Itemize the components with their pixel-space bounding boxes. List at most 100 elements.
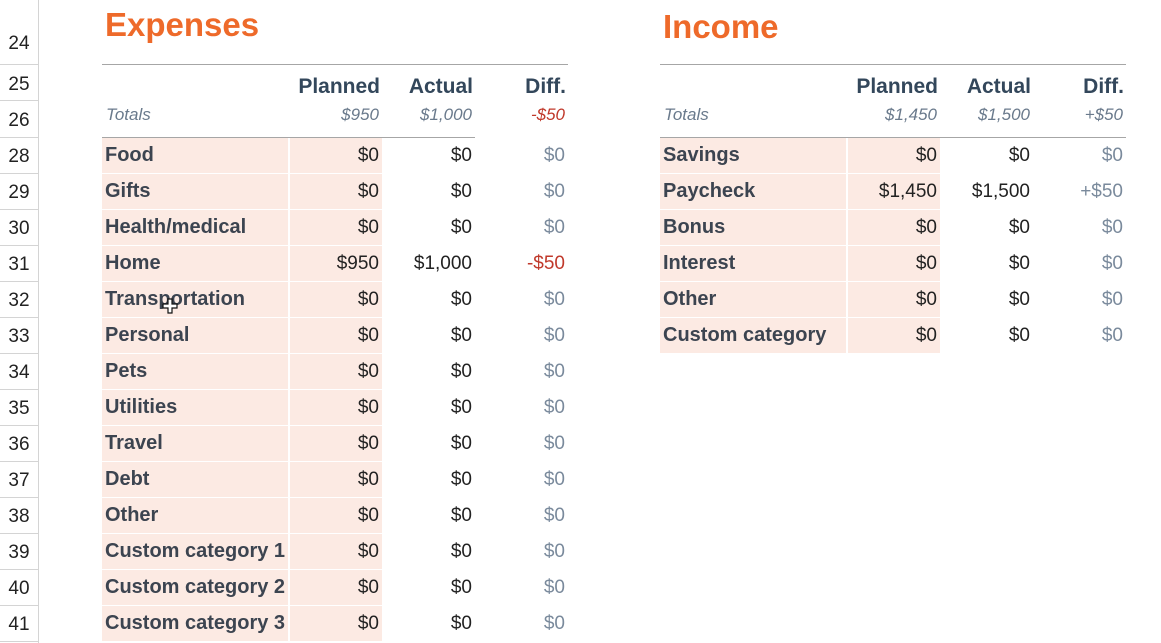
expenses-row-name[interactable]: Custom category 3: [105, 612, 286, 634]
expenses-row-planned[interactable]: $0: [357, 577, 379, 598]
expenses-row-actual[interactable]: $1,000: [413, 253, 472, 274]
row-number[interactable]: 26: [8, 110, 30, 131]
expenses-row-actual[interactable]: $0: [450, 145, 472, 166]
expenses-row-name[interactable]: Debt: [105, 468, 150, 490]
row-number[interactable]: 31: [8, 254, 30, 275]
row-number[interactable]: 28: [8, 146, 30, 167]
income-row-planned[interactable]: $0: [915, 289, 937, 310]
expenses-row-diff: $0: [543, 469, 565, 490]
expenses-row-actual[interactable]: $0: [450, 325, 472, 346]
expenses-row-name[interactable]: Custom category 1: [105, 540, 286, 562]
row-number[interactable]: 38: [8, 506, 30, 527]
income-row-name[interactable]: Bonus: [663, 216, 726, 238]
income-row-actual[interactable]: $0: [1008, 253, 1030, 274]
income-totals-actual: $1,500: [978, 105, 1030, 124]
expenses-row-planned[interactable]: $0: [357, 433, 379, 454]
row-header-column: 24 25 26 28 29 30 31 32 33 34 35 36 37 38 39 40 41: [0, 0, 39, 643]
income-row-planned[interactable]: $0: [915, 325, 937, 346]
expenses-row-name[interactable]: Utilities: [105, 396, 178, 418]
expenses-row-name[interactable]: Gifts: [105, 180, 151, 202]
expenses-row-planned[interactable]: $0: [357, 613, 379, 634]
expenses-row-planned[interactable]: $0: [357, 505, 379, 526]
expenses-row-actual[interactable]: $0: [450, 577, 472, 598]
expenses-row-name[interactable]: Travel: [105, 432, 163, 454]
income-row-planned[interactable]: $1,450: [878, 181, 937, 202]
expenses-row-name[interactable]: Pets: [105, 360, 148, 382]
income-row-planned[interactable]: $0: [915, 145, 937, 166]
income-row-planned[interactable]: $0: [915, 217, 937, 238]
row-number[interactable]: 40: [8, 578, 30, 599]
row-number[interactable]: 30: [8, 218, 30, 239]
income-title: Income: [663, 8, 779, 45]
expenses-row-name[interactable]: Food: [105, 144, 154, 166]
income-row-name[interactable]: Paycheck: [663, 180, 756, 202]
expenses-row-actual[interactable]: $0: [450, 217, 472, 238]
income-row-actual[interactable]: $0: [1008, 325, 1030, 346]
row-number[interactable]: 37: [8, 470, 30, 491]
expenses-row-actual[interactable]: $0: [450, 181, 472, 202]
expenses-row-planned[interactable]: $0: [357, 361, 379, 382]
expenses-row-name[interactable]: Transportation: [105, 288, 246, 310]
row-number[interactable]: 39: [8, 542, 30, 563]
expenses-row-planned[interactable]: $0: [357, 145, 379, 166]
income-row-actual[interactable]: $0: [1008, 217, 1030, 238]
income-row-name[interactable]: Custom category: [663, 324, 827, 346]
row-number[interactable]: 41: [8, 614, 30, 635]
expenses-row-planned[interactable]: $0: [357, 325, 379, 346]
row-number[interactable]: 32: [8, 290, 30, 311]
expenses-row-name[interactable]: Home: [105, 252, 161, 274]
expenses-row-name[interactable]: Other: [105, 504, 159, 526]
expenses-row-name[interactable]: Custom category 2: [105, 576, 286, 598]
cell-separator: [102, 641, 382, 642]
expenses-row-planned[interactable]: $0: [357, 181, 379, 202]
income-row-diff: $0: [1101, 217, 1123, 238]
income-row-actual[interactable]: $1,500: [971, 181, 1030, 202]
expenses-row-planned[interactable]: $0: [357, 397, 379, 418]
expenses-row-actual[interactable]: $0: [450, 541, 472, 562]
row-number[interactable]: 35: [8, 398, 30, 419]
row-number[interactable]: 29: [8, 182, 30, 203]
expenses-row-actual[interactable]: $0: [450, 361, 472, 382]
expenses-row-planned[interactable]: $0: [357, 217, 379, 238]
expenses-top-rule: [102, 64, 568, 65]
expenses-row-planned[interactable]: $0: [357, 469, 379, 490]
row-divider: [0, 245, 38, 246]
income-row-actual[interactable]: $0: [1008, 289, 1030, 310]
row-number[interactable]: 24: [8, 33, 30, 54]
cell-separator: [660, 281, 940, 282]
expenses-row-diff: $0: [543, 433, 565, 454]
income-row-name[interactable]: Interest: [663, 252, 736, 274]
row-number[interactable]: 36: [8, 434, 30, 455]
cell-separator: [660, 245, 940, 246]
row-number[interactable]: 34: [8, 362, 30, 383]
row-divider: [0, 173, 38, 174]
expenses-row-name[interactable]: Health/medical: [105, 216, 247, 238]
income-actual-header: Actual: [966, 75, 1031, 98]
expenses-row-actual[interactable]: $0: [450, 289, 472, 310]
income-row-planned[interactable]: $0: [915, 253, 937, 274]
expenses-row-name[interactable]: Personal: [105, 324, 190, 346]
cell-separator: [660, 209, 940, 210]
expenses-row-planned[interactable]: $950: [336, 253, 379, 274]
expenses-row-diff: $0: [543, 145, 565, 166]
cell-separator: [102, 461, 382, 462]
income-planned-header: Planned: [856, 75, 938, 98]
expenses-row-planned[interactable]: $0: [357, 541, 379, 562]
cell-separator: [660, 173, 940, 174]
income-row-name[interactable]: Savings: [663, 144, 740, 166]
row-number[interactable]: 25: [8, 74, 30, 95]
expenses-row-planned[interactable]: $0: [357, 289, 379, 310]
expenses-row-actual[interactable]: $0: [450, 433, 472, 454]
cell-separator: [102, 425, 382, 426]
income-row-actual[interactable]: $0: [1008, 145, 1030, 166]
expenses-row-actual[interactable]: $0: [450, 397, 472, 418]
cell-separator: [102, 389, 382, 390]
income-row-diff: $0: [1101, 289, 1123, 310]
income-row-name[interactable]: Other: [663, 288, 717, 310]
expenses-row-actual[interactable]: $0: [450, 505, 472, 526]
expenses-planned-header: Planned: [298, 75, 380, 98]
expenses-row-actual[interactable]: $0: [450, 469, 472, 490]
row-number[interactable]: 33: [8, 326, 30, 347]
expenses-row-diff: $0: [543, 505, 565, 526]
expenses-row-actual[interactable]: $0: [450, 613, 472, 634]
